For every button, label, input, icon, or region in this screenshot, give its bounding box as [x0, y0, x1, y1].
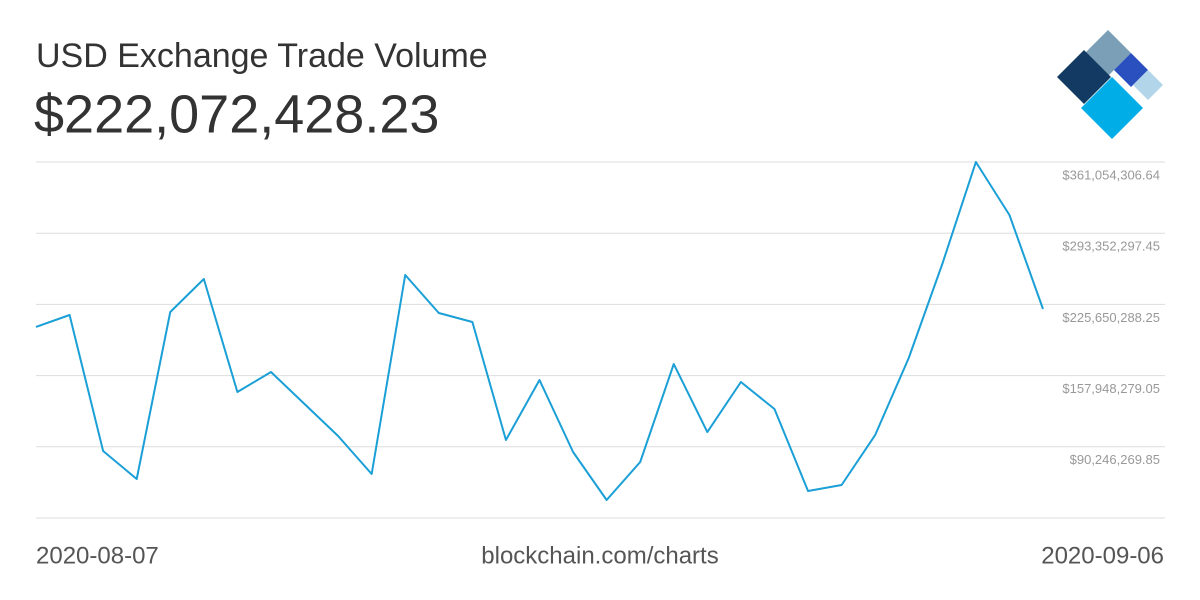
source: blockchain.com/charts: [481, 542, 718, 569]
y-tick-label: $90,246,269.85: [1070, 452, 1160, 467]
data-line: [35, 161, 1044, 501]
y-tick-label: $361,054,306.64: [1062, 167, 1160, 182]
logo: [1057, 30, 1163, 139]
x-start-label: 2020-08-07: [36, 542, 159, 569]
y-tick-label: $225,650,288.25: [1062, 310, 1160, 325]
chart-title: USD Exchange Trade Volume: [36, 37, 488, 75]
y-tick-label: $157,948,279.05: [1062, 381, 1160, 396]
y-tick-label: $293,352,297.45: [1062, 239, 1160, 254]
x-end-label: 2020-09-06: [1041, 542, 1164, 569]
chart-subtitle: $222,072,428.23: [34, 84, 439, 144]
